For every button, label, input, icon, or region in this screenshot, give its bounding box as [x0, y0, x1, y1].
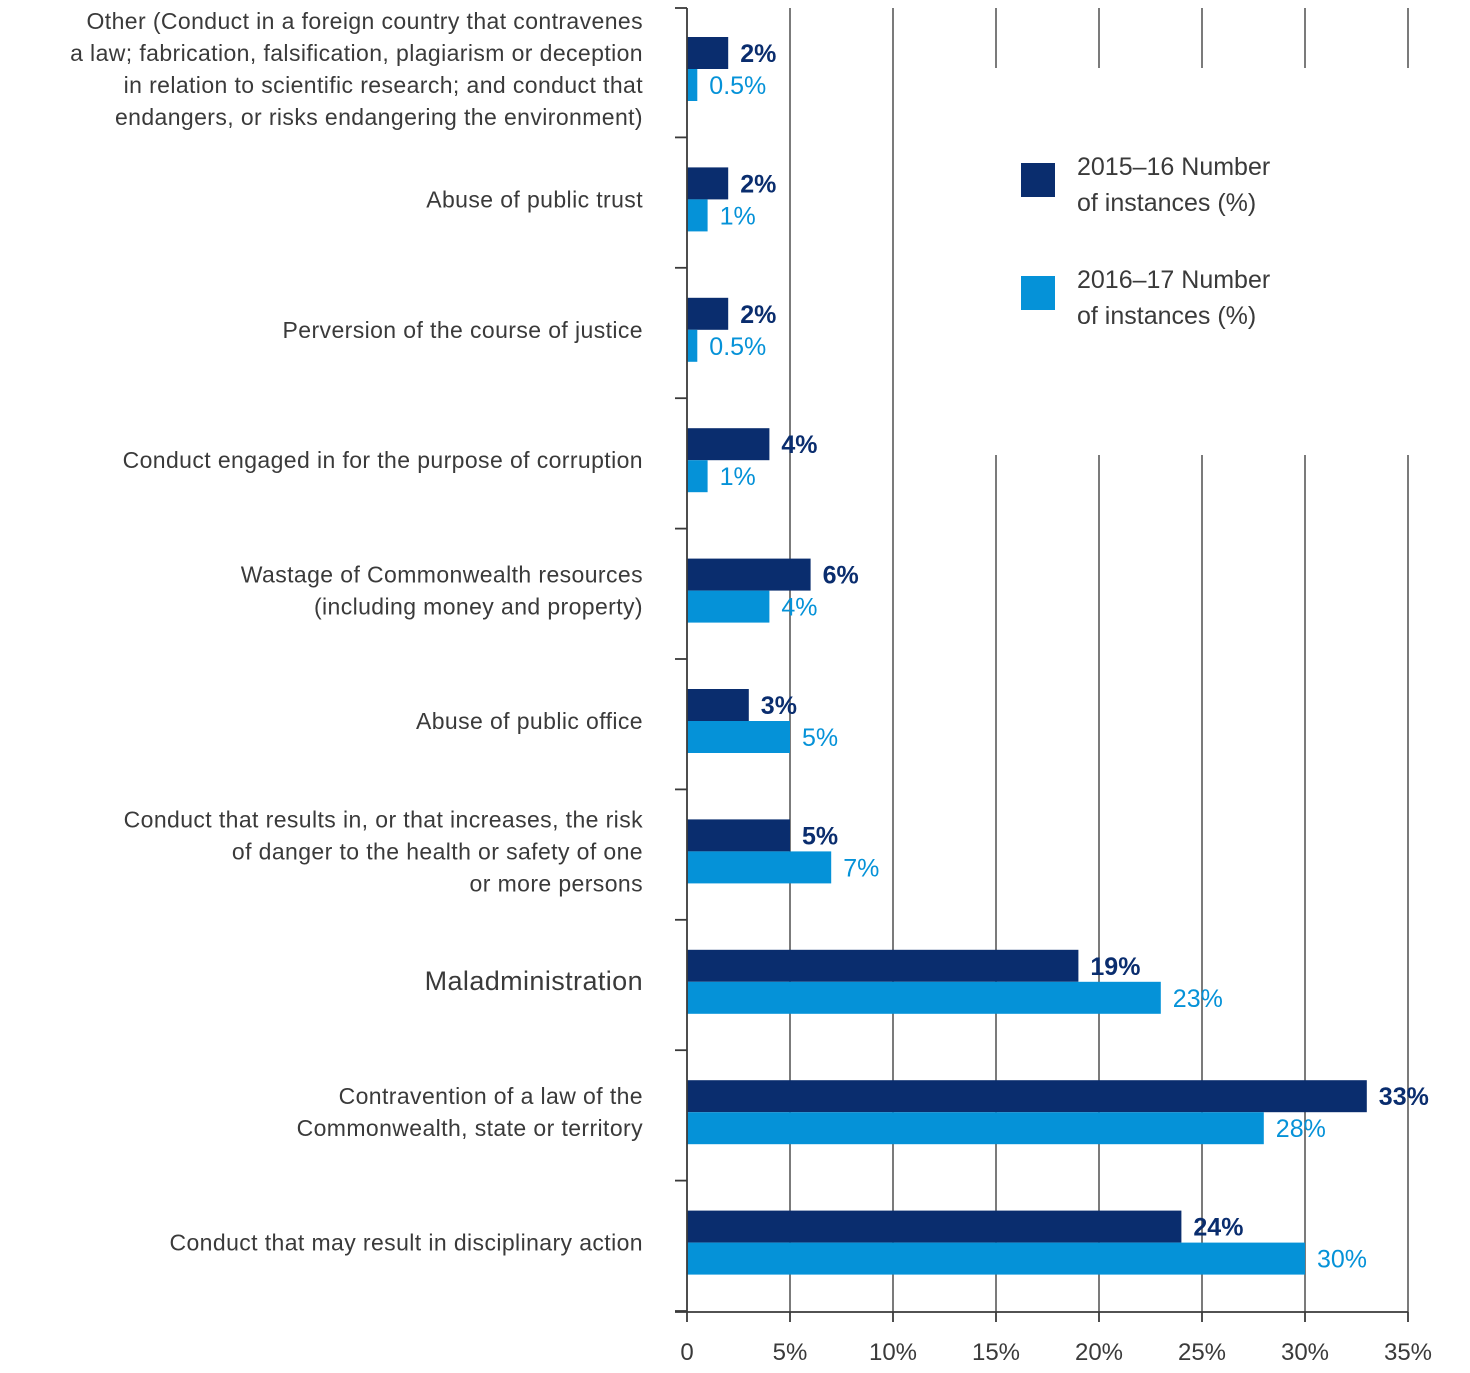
data-label: 24%	[1193, 1214, 1243, 1242]
bar-2016-17	[687, 329, 698, 362]
category-label: Contravention of a law of the Commonwealt…	[297, 1083, 644, 1141]
category-label: Abuse of public office	[416, 708, 643, 734]
legend-swatch-2015-16	[1021, 163, 1055, 197]
category-label: Conduct that results in, or that increas…	[124, 806, 643, 896]
x-tick-label: 20%	[1075, 1339, 1123, 1366]
category-label: Perversion of the course of justice	[283, 317, 643, 343]
data-label: 4%	[781, 431, 817, 459]
category-label: Maladministration	[425, 966, 643, 996]
x-tick-label: 0	[680, 1339, 693, 1366]
data-label: 2%	[740, 301, 776, 329]
x-tick-label: 30%	[1281, 1339, 1329, 1366]
data-label: 5%	[802, 724, 838, 752]
bar-2015-16	[687, 819, 790, 852]
bar-2015-16	[687, 428, 770, 461]
bar-2015-16	[687, 949, 1079, 982]
x-tick-label: 35%	[1384, 1339, 1432, 1366]
bar-2016-17	[687, 981, 1161, 1014]
bar-2016-17	[687, 590, 770, 623]
data-label: 6%	[823, 562, 859, 590]
bar-2016-17	[687, 1112, 1264, 1145]
bar-2016-17	[687, 1242, 1305, 1275]
data-label: 19%	[1090, 953, 1140, 981]
data-label: 2%	[740, 40, 776, 68]
category-label: Abuse of public trust	[426, 186, 643, 212]
legend-label: 2015–16 Number of instances (%)	[1077, 153, 1270, 217]
category-label: Conduct engaged in for the purpose of co…	[123, 447, 643, 473]
data-label: 33%	[1379, 1083, 1429, 1111]
bar-2015-16	[687, 689, 749, 721]
x-tick-label: 10%	[869, 1339, 917, 1366]
bar-2016-17	[687, 721, 790, 753]
data-label: 0.5%	[709, 333, 766, 361]
category-label: Wastage of Commonwealth resources (includ…	[241, 562, 643, 620]
data-label: 23%	[1173, 985, 1223, 1013]
data-label: 7%	[843, 854, 879, 882]
data-label: 3%	[761, 692, 797, 720]
data-label: 2%	[740, 170, 776, 198]
bar-2015-16	[687, 167, 729, 200]
legend-label: 2016–17 Number of instances (%)	[1077, 266, 1270, 330]
bar-2016-17	[687, 460, 708, 493]
x-tick-label: 5%	[773, 1339, 808, 1366]
x-tick-label: 15%	[972, 1339, 1020, 1366]
bar-2015-16	[687, 297, 729, 330]
data-label: 4%	[781, 594, 817, 622]
bar-2016-17	[687, 199, 708, 232]
data-label: 30%	[1317, 1246, 1367, 1274]
data-label: 28%	[1276, 1115, 1326, 1143]
x-tick-label: 25%	[1178, 1339, 1226, 1366]
legend-swatch-2016-17	[1021, 276, 1055, 310]
bar-2016-17	[687, 851, 832, 884]
category-label: Other (Conduct in a foreign country that…	[70, 8, 643, 130]
bar-2015-16	[687, 1080, 1367, 1113]
bar-2016-17	[687, 69, 698, 101]
data-label: 1%	[720, 463, 756, 491]
data-label: 0.5%	[709, 72, 766, 100]
data-label: 1%	[720, 202, 756, 230]
bar-2015-16	[687, 37, 729, 69]
bar-2015-16	[687, 1210, 1182, 1243]
bar-2015-16	[687, 558, 811, 591]
data-label: 5%	[802, 822, 838, 850]
category-label: Conduct that may result in disciplinary …	[169, 1230, 643, 1256]
